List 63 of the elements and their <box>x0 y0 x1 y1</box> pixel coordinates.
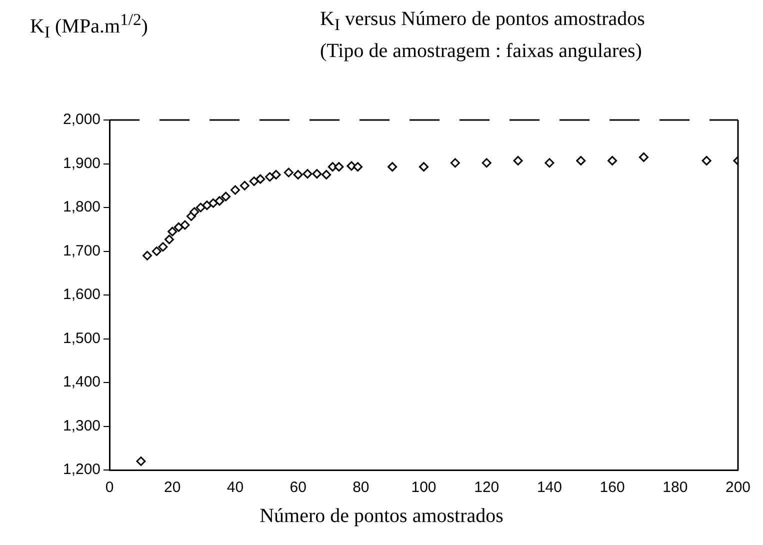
point <box>702 156 712 166</box>
y-tick-label: 1,700 <box>62 242 101 260</box>
point <box>353 162 363 172</box>
point <box>174 222 184 232</box>
point <box>284 168 294 178</box>
point <box>221 192 231 202</box>
point <box>322 170 332 180</box>
point <box>142 250 152 260</box>
y-tick-label: 1,600 <box>62 286 101 304</box>
point <box>168 226 178 236</box>
x-tick-label: 200 <box>725 479 751 496</box>
x-tick-label: 20 <box>164 479 181 496</box>
x-tick-label: 80 <box>352 479 370 496</box>
y-axis-title: K$_{I}$ (MPa.m$^{1/2}$) <box>30 10 148 43</box>
y-tick-label: 1,500 <box>62 330 101 347</box>
point <box>293 170 303 180</box>
x-tick-label: 140 <box>536 479 562 496</box>
y-tick-label: 1,900 <box>62 154 101 172</box>
y-tick-label: 1,400 <box>62 374 101 391</box>
y-tick-label: 1,300 <box>62 417 101 434</box>
y-tick-label: 1,800 <box>62 198 101 216</box>
point <box>388 162 398 172</box>
point <box>419 162 429 172</box>
point <box>158 242 168 252</box>
point <box>334 162 344 172</box>
point <box>482 158 492 168</box>
point <box>312 169 322 179</box>
point <box>249 176 259 186</box>
x-tick-label: 60 <box>290 479 306 496</box>
point <box>271 170 281 180</box>
point <box>180 220 190 230</box>
x-axis-title: Número de pontos amostrados <box>258 505 504 528</box>
point <box>152 246 162 256</box>
y-tick-label: 1,200 <box>62 461 101 478</box>
point <box>190 207 200 217</box>
point <box>328 162 338 172</box>
point <box>544 158 554 168</box>
x-tick-label: 180 <box>662 479 688 496</box>
x-tick-label: 160 <box>600 479 625 496</box>
y-tick-label: 2,000 <box>62 111 101 128</box>
point <box>196 202 206 212</box>
point <box>346 161 356 171</box>
point <box>302 169 312 179</box>
point <box>136 456 146 466</box>
point <box>450 158 460 168</box>
point <box>256 174 266 184</box>
point <box>230 185 240 195</box>
point <box>265 172 275 182</box>
point <box>513 156 523 166</box>
point <box>208 198 218 208</box>
point <box>214 196 224 206</box>
chart-title: K$_{I}$ versus Número de pontos amostrados <box>320 7 645 36</box>
point <box>202 200 212 210</box>
x-tick-label: 120 <box>474 479 500 496</box>
point <box>638 152 648 162</box>
x-tick-label: 0 <box>105 479 114 496</box>
point <box>608 156 618 166</box>
chart-subtitle: (Tipo de amostragem : faixas angulares) <box>320 39 643 64</box>
x-tick-label: 100 <box>411 479 436 496</box>
point <box>164 234 174 244</box>
point <box>240 180 250 190</box>
x-tick-label: 40 <box>226 479 244 496</box>
point <box>576 156 586 166</box>
